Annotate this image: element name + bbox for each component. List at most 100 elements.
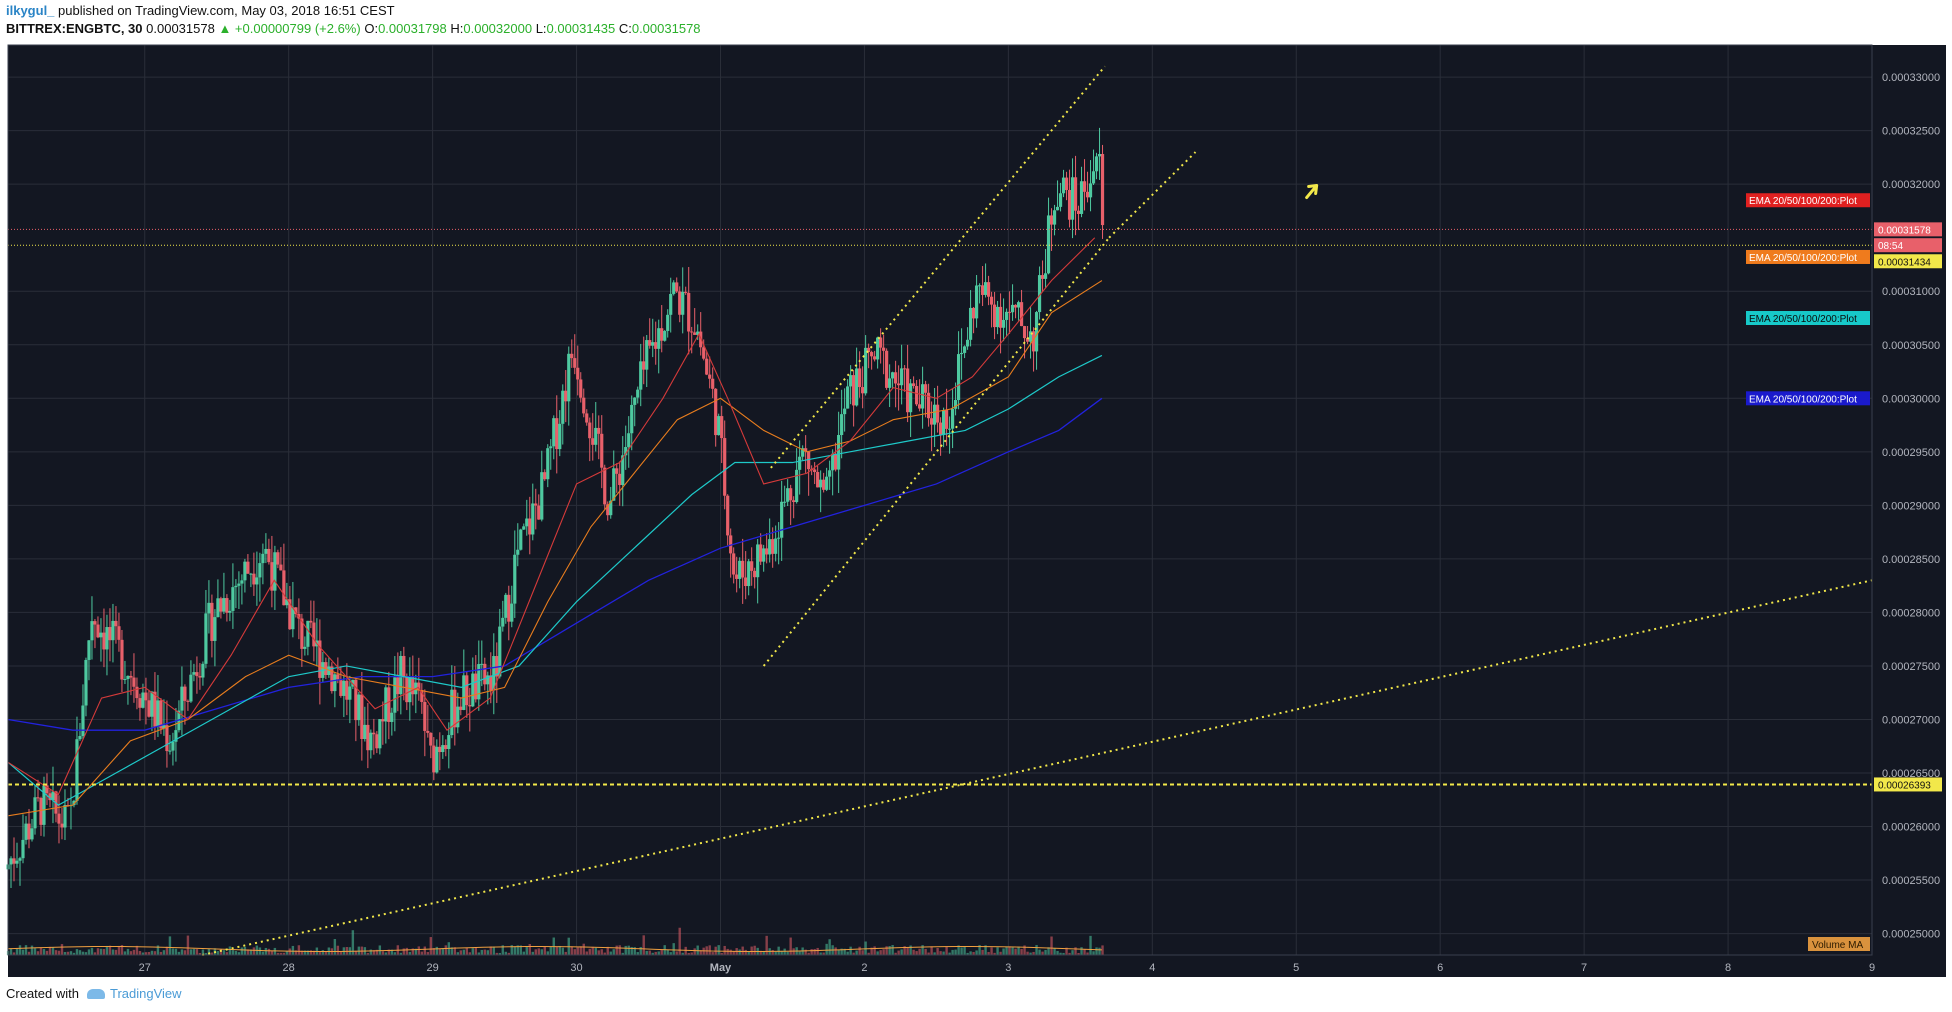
volume-bar xyxy=(1014,948,1017,955)
candle-body xyxy=(495,656,499,677)
volume-bar xyxy=(846,951,849,955)
candle-body xyxy=(492,656,496,691)
candle-body xyxy=(765,548,769,555)
candle-body xyxy=(120,639,124,680)
candle-body xyxy=(501,617,505,627)
volume-bar xyxy=(390,949,394,955)
x-tick-label: 27 xyxy=(139,962,151,974)
volume-bar xyxy=(525,945,528,955)
candle-body xyxy=(723,438,727,496)
candle-body xyxy=(243,561,247,581)
volume-bar xyxy=(294,950,298,955)
candle-body xyxy=(444,745,448,749)
volume-bar xyxy=(972,952,975,955)
volume-bar xyxy=(609,951,612,955)
volume-bar xyxy=(441,948,445,955)
volume-bar xyxy=(87,949,91,955)
candle-body xyxy=(837,435,841,470)
candle-body xyxy=(519,529,523,550)
candles xyxy=(6,127,1105,888)
candle-body xyxy=(258,563,262,578)
candle-body xyxy=(1082,181,1087,192)
candle-body xyxy=(944,410,949,429)
candle-body xyxy=(162,725,166,729)
volume-bar xyxy=(387,949,391,955)
author-name[interactable]: ilkygul_ xyxy=(6,3,55,18)
price-axis[interactable]: 0.00033000 0.00032500 0.00032000 0.00031000… xyxy=(1882,72,1940,940)
candle-body xyxy=(687,292,691,332)
volume-bar xyxy=(603,952,606,955)
volume-bar xyxy=(855,950,858,955)
volume-ma-line xyxy=(7,945,1102,952)
candle-body xyxy=(789,488,793,501)
candle-body xyxy=(309,620,313,623)
candle-body xyxy=(300,618,304,649)
volume-bar xyxy=(264,947,268,955)
volume-bar xyxy=(207,948,211,955)
volume-bar xyxy=(621,952,624,955)
volume-bar xyxy=(699,950,702,955)
candle-body xyxy=(912,383,916,387)
volume-bar xyxy=(243,946,247,955)
volume-bar xyxy=(1101,945,1104,955)
volume-bar xyxy=(783,948,786,955)
volume-bar xyxy=(216,951,220,955)
candle-body xyxy=(213,617,217,641)
volume-bar xyxy=(288,948,292,955)
volume-bar xyxy=(762,950,765,955)
candle-body xyxy=(114,620,118,627)
volume-bar xyxy=(474,947,477,955)
volume-bar xyxy=(300,950,304,955)
candle-body xyxy=(9,858,13,865)
volume-bar xyxy=(69,951,73,955)
tradingview-link[interactable]: TradingView xyxy=(86,986,182,1001)
volume-bar xyxy=(324,951,328,955)
candle-body xyxy=(453,689,457,728)
volume-bar xyxy=(417,946,421,955)
candle-body xyxy=(642,361,646,370)
candle-body xyxy=(282,570,286,606)
volume-bar xyxy=(84,952,88,955)
candle-body xyxy=(312,622,316,647)
volume-bar xyxy=(1029,952,1032,955)
candle-body xyxy=(189,674,193,702)
candle-body xyxy=(735,574,739,579)
candle-body xyxy=(111,620,115,641)
volume-bar xyxy=(672,943,675,955)
y-tick-label: 0.00029500 xyxy=(1882,447,1940,459)
volume-bar xyxy=(420,951,424,955)
time-axis[interactable]: 27 28 29 30 May 2 3 4 5 6 7 8 9 xyxy=(139,962,1875,974)
volume-bar xyxy=(579,946,582,955)
volume-bar xyxy=(429,937,433,955)
volume-bar xyxy=(1047,947,1050,955)
candle-body xyxy=(950,408,955,429)
volume-bar xyxy=(399,952,403,955)
candle-body xyxy=(627,433,631,448)
volume-bar xyxy=(675,951,678,955)
plot-area[interactable] xyxy=(8,45,1946,977)
volume-bar xyxy=(729,949,732,955)
candle-body xyxy=(375,734,379,749)
candle-body xyxy=(612,468,616,501)
volume-bar xyxy=(144,952,148,955)
candle-body xyxy=(564,390,568,402)
volume-bar xyxy=(147,951,151,955)
volume-bar xyxy=(132,949,136,955)
candle-body xyxy=(126,675,130,680)
candle-body xyxy=(822,479,826,490)
volume-bar xyxy=(252,947,256,955)
candle-body xyxy=(255,577,259,585)
candle-body xyxy=(738,560,742,579)
candle-body xyxy=(351,679,355,687)
candle-body xyxy=(84,659,88,706)
x-tick-label: 5 xyxy=(1293,962,1299,974)
volume-bar xyxy=(945,946,948,955)
candle-body xyxy=(78,736,82,740)
candle-body xyxy=(813,469,817,473)
candle-body xyxy=(303,646,307,649)
volume-bar xyxy=(453,947,457,955)
volume-bar xyxy=(141,952,145,955)
candle-body xyxy=(741,560,745,578)
candle-body xyxy=(717,416,721,436)
